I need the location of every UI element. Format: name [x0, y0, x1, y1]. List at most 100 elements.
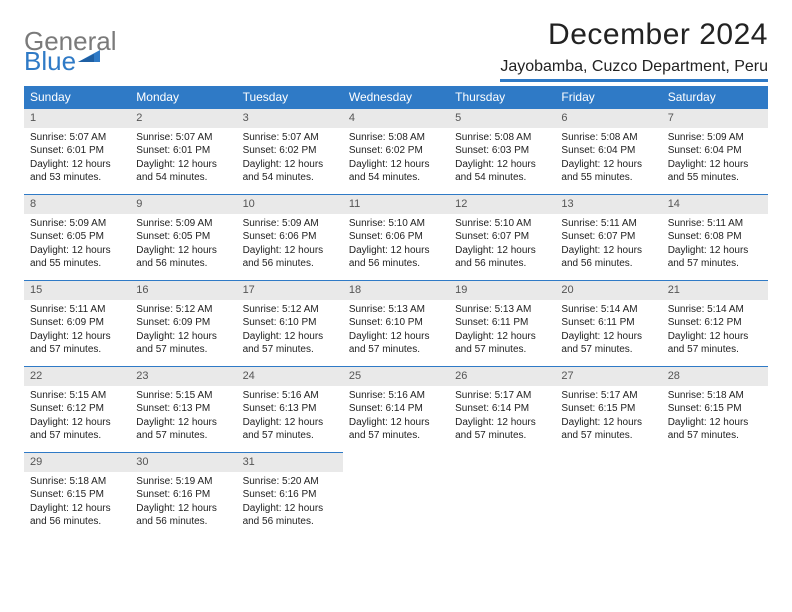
sunset-label: Sunset:: [455, 231, 489, 242]
calendar-day: 22Sunrise: 5:15 AMSunset: 6:12 PMDayligh…: [24, 366, 130, 452]
sunset: Sunset: 6:04 PM: [561, 144, 655, 158]
sunset-label: Sunset:: [30, 231, 64, 242]
daylight: Daylight: 12 hours and 53 minutes.: [30, 158, 124, 185]
daylight-label: Daylight:: [349, 245, 388, 256]
daylight: Daylight: 12 hours and 57 minutes.: [30, 330, 124, 357]
day-body: Sunrise: 5:11 AMSunset: 6:07 PMDaylight:…: [555, 214, 661, 277]
sunset-value: 6:10 PM: [386, 317, 423, 328]
sunset-label: Sunset:: [561, 403, 595, 414]
daylight: Daylight: 12 hours and 54 minutes.: [136, 158, 230, 185]
daylight-label: Daylight:: [243, 417, 282, 428]
sunrise: Sunrise: 5:09 AM: [30, 217, 124, 231]
day-number: 8: [24, 194, 130, 214]
sunset: Sunset: 6:01 PM: [136, 144, 230, 158]
calendar-day: 29Sunrise: 5:18 AMSunset: 6:15 PMDayligh…: [24, 452, 130, 538]
calendar-day: 20Sunrise: 5:14 AMSunset: 6:11 PMDayligh…: [555, 280, 661, 366]
sunrise: Sunrise: 5:16 AM: [349, 389, 443, 403]
sunset-value: 6:10 PM: [279, 317, 316, 328]
sunset: Sunset: 6:02 PM: [243, 144, 337, 158]
sunset-label: Sunset:: [668, 317, 702, 328]
day-body: Sunrise: 5:09 AMSunset: 6:06 PMDaylight:…: [237, 214, 343, 277]
sunrise-value: 5:18 AM: [707, 390, 744, 401]
sunrise: Sunrise: 5:07 AM: [30, 131, 124, 145]
day-body: Sunrise: 5:20 AMSunset: 6:16 PMDaylight:…: [237, 472, 343, 535]
daylight: Daylight: 12 hours and 55 minutes.: [561, 158, 655, 185]
logo: General Blue: [24, 18, 117, 74]
sunrise-label: Sunrise:: [136, 304, 173, 315]
daylight: Daylight: 12 hours and 56 minutes.: [136, 244, 230, 271]
sunset: Sunset: 6:08 PM: [668, 230, 762, 244]
daylight-label: Daylight:: [136, 503, 175, 514]
sunrise-value: 5:15 AM: [69, 390, 106, 401]
day-number: 16: [130, 280, 236, 300]
sunrise-value: 5:16 AM: [282, 390, 319, 401]
calendar-day: 4Sunrise: 5:08 AMSunset: 6:02 PMDaylight…: [343, 108, 449, 194]
day-number: 29: [24, 452, 130, 472]
sunrise: Sunrise: 5:18 AM: [668, 389, 762, 403]
day-body: Sunrise: 5:16 AMSunset: 6:14 PMDaylight:…: [343, 386, 449, 449]
daylight-label: Daylight:: [455, 245, 494, 256]
sunset: Sunset: 6:02 PM: [349, 144, 443, 158]
day-number: 11: [343, 194, 449, 214]
sunrise: Sunrise: 5:07 AM: [243, 131, 337, 145]
day-number: 20: [555, 280, 661, 300]
daylight-label: Daylight:: [136, 331, 175, 342]
day-body: Sunrise: 5:14 AMSunset: 6:11 PMDaylight:…: [555, 300, 661, 363]
sunset-value: 6:04 PM: [704, 145, 741, 156]
sunrise: Sunrise: 5:10 AM: [349, 217, 443, 231]
daylight: Daylight: 12 hours and 56 minutes.: [243, 502, 337, 529]
sunset: Sunset: 6:13 PM: [136, 402, 230, 416]
sunrise: Sunrise: 5:08 AM: [349, 131, 443, 145]
calendar-day: 10Sunrise: 5:09 AMSunset: 6:06 PMDayligh…: [237, 194, 343, 280]
day-number: 27: [555, 366, 661, 386]
sunset-value: 6:12 PM: [704, 317, 741, 328]
sunset-label: Sunset:: [243, 489, 277, 500]
sunrise-value: 5:12 AM: [176, 304, 213, 315]
day-number: 6: [555, 108, 661, 128]
day-body: Sunrise: 5:11 AMSunset: 6:09 PMDaylight:…: [24, 300, 130, 363]
calendar-day: 6 Sunrise: 5:08 AMSunset: 6:04 PMDaylight…: [555, 108, 661, 194]
sunrise: Sunrise: 5:08 AM: [561, 131, 655, 145]
calendar-day: 2Sunrise: 5:07 AMSunset: 6:01 PMDaylight…: [130, 108, 236, 194]
sunset-value: 6:05 PM: [67, 231, 104, 242]
day-body: Sunrise: 5:17 AMSunset: 6:15 PMDaylight:…: [555, 386, 661, 449]
sunrise-label: Sunrise:: [668, 218, 705, 229]
daylight-label: Daylight:: [668, 331, 707, 342]
sunset-value: 6:02 PM: [279, 145, 316, 156]
sunset: Sunset: 6:10 PM: [243, 316, 337, 330]
daylight: Daylight: 12 hours and 56 minutes.: [136, 502, 230, 529]
daylight-label: Daylight:: [349, 331, 388, 342]
sunset-value: 6:07 PM: [492, 231, 529, 242]
daylight: Daylight: 12 hours and 56 minutes.: [349, 244, 443, 271]
day-number: 1: [24, 108, 130, 128]
sunrise-label: Sunrise:: [243, 132, 280, 143]
daylight-label: Daylight:: [30, 417, 69, 428]
daylight-label: Daylight:: [136, 417, 175, 428]
sunrise-label: Sunrise:: [668, 304, 705, 315]
sunrise-label: Sunrise:: [136, 390, 173, 401]
calendar-day: 16Sunrise: 5:12 AMSunset: 6:09 PMDayligh…: [130, 280, 236, 366]
sunset: Sunset: 6:16 PM: [243, 488, 337, 502]
day-number: 18: [343, 280, 449, 300]
sunset-value: 6:06 PM: [386, 231, 423, 242]
sunset-value: 6:01 PM: [173, 145, 210, 156]
sunset-value: 6:14 PM: [386, 403, 423, 414]
sunset: Sunset: 6:11 PM: [455, 316, 549, 330]
sunset-value: 6:05 PM: [173, 231, 210, 242]
day-number: 28: [662, 366, 768, 386]
daylight: Daylight: 12 hours and 54 minutes.: [455, 158, 549, 185]
sunset-value: 6:02 PM: [386, 145, 423, 156]
sunset: Sunset: 6:15 PM: [668, 402, 762, 416]
sunrise-label: Sunrise:: [30, 390, 67, 401]
sunrise-value: 5:18 AM: [69, 476, 106, 487]
day-number: 12: [449, 194, 555, 214]
sunrise-label: Sunrise:: [30, 218, 67, 229]
day-body: Sunrise: 5:16 AMSunset: 6:13 PMDaylight:…: [237, 386, 343, 449]
sunrise: Sunrise: 5:16 AM: [243, 389, 337, 403]
location: Jayobamba, Cuzco Department, Peru: [500, 58, 768, 82]
sunset-label: Sunset:: [455, 145, 489, 156]
month-title: December 2024: [500, 18, 768, 52]
sunrise: Sunrise: 5:08 AM: [455, 131, 549, 145]
sunrise-value: 5:17 AM: [495, 390, 532, 401]
sunrise-value: 5:09 AM: [282, 218, 319, 229]
